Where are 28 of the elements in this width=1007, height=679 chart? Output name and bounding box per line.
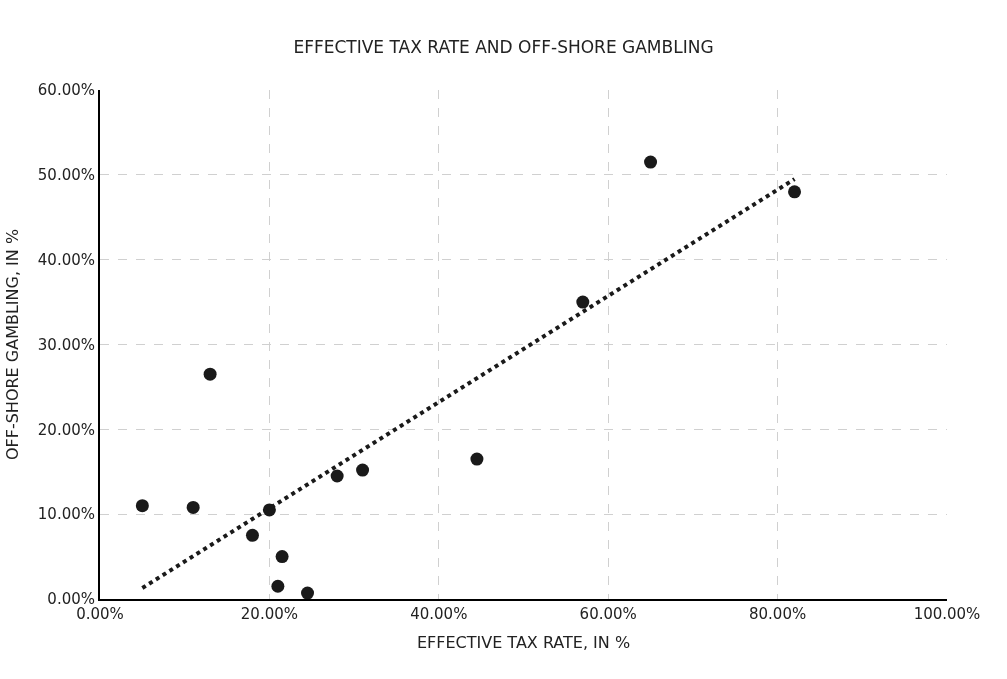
point <box>301 586 315 599</box>
point <box>271 579 285 593</box>
x-tick-label: 0.00% <box>76 605 124 623</box>
y-axis-title: OFF-SHORE GAMBLING, IN % <box>3 228 23 461</box>
point <box>470 452 484 466</box>
y-tick-label: 30.00% <box>37 335 95 354</box>
point <box>576 295 590 309</box>
point <box>245 528 259 542</box>
point <box>644 155 658 169</box>
chart-title: EFFECTIVE TAX RATE AND OFF-SHORE GAMBLING <box>293 36 714 57</box>
point <box>186 500 200 514</box>
x-tick-label: 60.00% <box>579 605 637 623</box>
point <box>788 185 802 199</box>
x-tick-label: 100.00% <box>913 605 981 623</box>
point <box>203 367 217 381</box>
x-tick-label: 20.00% <box>240 605 298 623</box>
y-tick-label: 10.00% <box>37 505 95 524</box>
y-tick-label: 40.00% <box>37 250 95 269</box>
y-tick-label: 60.00% <box>37 81 95 100</box>
point <box>330 469 344 483</box>
y-tick-label: 50.00% <box>37 166 95 185</box>
point <box>275 550 289 564</box>
point <box>356 463 370 477</box>
x-axis-title: EFFECTIVE TAX RATE, IN % <box>416 633 631 653</box>
x-tick-label: 40.00% <box>410 605 468 623</box>
y-tick-label: 20.00% <box>37 420 95 439</box>
point <box>135 499 149 513</box>
x-tick-label: 80.00% <box>749 605 807 623</box>
